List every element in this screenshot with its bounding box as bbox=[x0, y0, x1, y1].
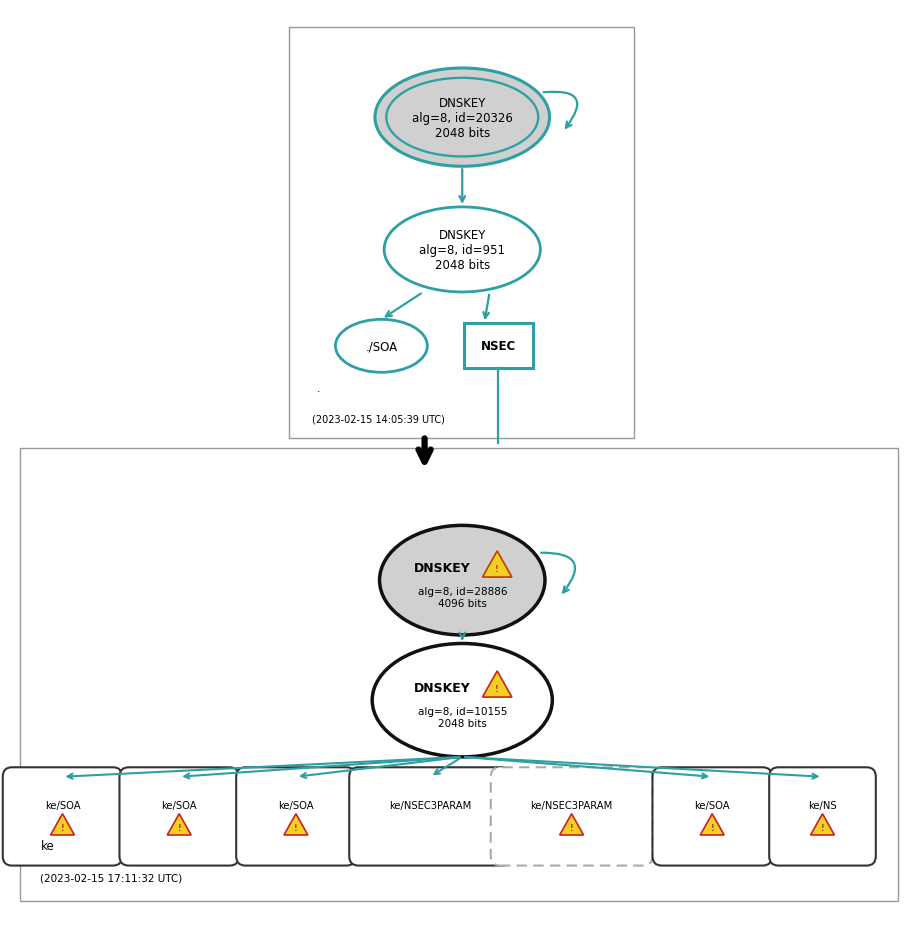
Polygon shape bbox=[482, 551, 512, 578]
Text: ke/NSEC3PARAM: ke/NSEC3PARAM bbox=[389, 801, 471, 811]
Text: NSEC: NSEC bbox=[481, 340, 516, 353]
Ellipse shape bbox=[375, 69, 550, 167]
Polygon shape bbox=[284, 814, 308, 835]
Text: ke/SOA: ke/SOA bbox=[695, 801, 730, 811]
Text: .: . bbox=[317, 384, 321, 394]
Text: !: ! bbox=[495, 565, 499, 573]
Text: (2023-02-15 14:05:39 UTC): (2023-02-15 14:05:39 UTC) bbox=[312, 414, 446, 424]
Text: DNSKEY: DNSKEY bbox=[414, 562, 471, 575]
FancyBboxPatch shape bbox=[236, 767, 356, 866]
Polygon shape bbox=[51, 814, 74, 835]
Text: ke/SOA: ke/SOA bbox=[45, 801, 80, 811]
Text: DNSKEY: DNSKEY bbox=[414, 682, 471, 695]
Text: alg=8, id=10155
2048 bits: alg=8, id=10155 2048 bits bbox=[417, 707, 507, 728]
Text: ke/NS: ke/NS bbox=[808, 801, 837, 811]
FancyBboxPatch shape bbox=[769, 767, 876, 866]
Text: !: ! bbox=[821, 823, 824, 833]
Text: ke/NSEC3PARAM: ke/NSEC3PARAM bbox=[530, 801, 613, 811]
FancyBboxPatch shape bbox=[119, 767, 239, 866]
Text: alg=8, id=28886
4096 bits: alg=8, id=28886 4096 bits bbox=[417, 587, 507, 608]
FancyBboxPatch shape bbox=[491, 767, 652, 866]
FancyBboxPatch shape bbox=[20, 448, 898, 902]
Ellipse shape bbox=[384, 208, 540, 293]
FancyBboxPatch shape bbox=[652, 767, 772, 866]
Text: !: ! bbox=[710, 823, 714, 833]
Text: !: ! bbox=[61, 823, 64, 833]
FancyBboxPatch shape bbox=[349, 767, 511, 866]
Polygon shape bbox=[167, 814, 191, 835]
Text: !: ! bbox=[294, 823, 298, 833]
Text: (2023-02-15 17:11:32 UTC): (2023-02-15 17:11:32 UTC) bbox=[40, 873, 183, 883]
Text: ke: ke bbox=[40, 839, 54, 852]
Polygon shape bbox=[811, 814, 834, 835]
FancyArrowPatch shape bbox=[541, 553, 575, 593]
Polygon shape bbox=[700, 814, 724, 835]
Text: ke/SOA: ke/SOA bbox=[278, 801, 313, 811]
Text: ke/SOA: ke/SOA bbox=[162, 801, 197, 811]
Polygon shape bbox=[560, 814, 584, 835]
Text: !: ! bbox=[495, 684, 499, 693]
Text: !: ! bbox=[570, 823, 573, 833]
Text: ./SOA: ./SOA bbox=[366, 340, 397, 353]
Ellipse shape bbox=[380, 526, 545, 635]
FancyArrowPatch shape bbox=[544, 93, 577, 128]
Ellipse shape bbox=[372, 644, 552, 757]
Text: DNSKEY
alg=8, id=951
2048 bits: DNSKEY alg=8, id=951 2048 bits bbox=[419, 228, 505, 272]
Ellipse shape bbox=[335, 320, 427, 373]
FancyBboxPatch shape bbox=[464, 324, 533, 369]
FancyBboxPatch shape bbox=[3, 767, 122, 866]
Text: !: ! bbox=[177, 823, 181, 833]
FancyBboxPatch shape bbox=[289, 28, 634, 439]
Text: DNSKEY
alg=8, id=20326
2048 bits: DNSKEY alg=8, id=20326 2048 bits bbox=[412, 96, 513, 140]
Polygon shape bbox=[482, 671, 512, 698]
